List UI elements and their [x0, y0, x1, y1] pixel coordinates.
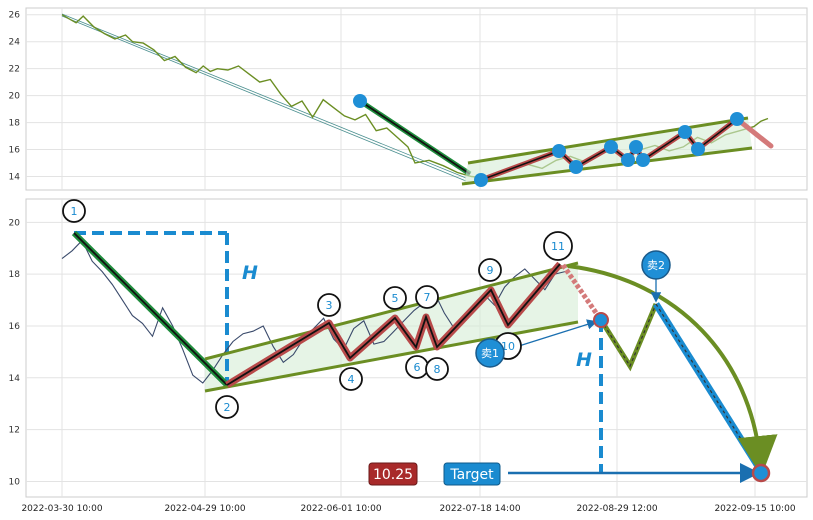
point-8-label: 8 [434, 363, 441, 376]
top-marker [629, 140, 643, 154]
bottom-y-axis: 10 12 14 16 18 20 [9, 218, 21, 487]
top-marker [569, 160, 583, 174]
top-marker [691, 142, 705, 156]
x-tick-label: 2022-08-29 12:00 [576, 504, 657, 514]
top-y-tick-label: 22 [9, 65, 20, 75]
x-tick-label: 2022-07-18 14:00 [439, 504, 520, 514]
point-1-circle [62, 199, 86, 223]
top-channel-upper [467, 116, 749, 165]
point-2-circle [215, 395, 239, 419]
price-badge [368, 462, 418, 486]
top-marker [552, 144, 566, 158]
top-panel-frame [25, 7, 808, 191]
top-y-tick-label: 20 [9, 92, 21, 102]
target-point [751, 463, 771, 483]
price-badge-text: 10.25 [373, 467, 413, 483]
point-9-circle [478, 258, 502, 282]
point-9-label: 9 [487, 264, 494, 277]
point-7-label: 7 [424, 291, 431, 304]
x-tick-label: 2022-06-01 10:00 [300, 504, 381, 514]
target-curve-arrow [567, 264, 778, 476]
top-y-axis: 14 16 18 20 22 24 26 [9, 11, 21, 183]
top-marker [621, 153, 635, 167]
top-y-tick-label: 18 [9, 119, 21, 129]
top-grid [26, 8, 807, 190]
point-3-label: 3 [326, 299, 333, 312]
top-wedge-line-upper [61, 13, 467, 179]
point-11-label: 11 [551, 240, 565, 253]
wave-point-labels: 1 2 3 4 5 6 7 8 9 10 11 [62, 199, 573, 419]
sell2-label: 卖2 [647, 259, 665, 272]
projection-to-sell1 [560, 263, 604, 322]
bottom-y-tick-label: 10 [9, 477, 21, 487]
bottom-y-tick-label: 16 [9, 322, 21, 332]
sell2-badge [641, 250, 671, 280]
bottom-y-tick-label: 18 [9, 270, 21, 280]
top-y-tick-label: 16 [9, 146, 21, 156]
bottom-x-axis: 2022-03-30 10:00 2022-04-29 10:00 2022-0… [21, 504, 795, 514]
point-5-label: 5 [392, 292, 399, 305]
point-6-label: 6 [414, 361, 421, 374]
sell1-badge [475, 338, 505, 368]
top-marker [636, 153, 650, 167]
projection-zigzag-core [600, 303, 657, 368]
top-y-tick-label: 24 [9, 38, 21, 48]
point-4-circle [339, 367, 363, 391]
top-marker [730, 112, 744, 126]
target-badge [443, 462, 501, 486]
point-8-circle [425, 357, 449, 381]
top-wedge-line-lower [61, 15, 467, 182]
x-tick-label: 2022-03-30 10:00 [21, 504, 102, 514]
bottom-y-tick-label: 14 [9, 374, 21, 384]
top-y-tick-label: 26 [9, 11, 21, 21]
height-label-right: H [576, 349, 592, 371]
height-label-left: H [242, 262, 258, 284]
target-badge-text: Target [449, 467, 494, 483]
bottom-y-tick-label: 20 [9, 218, 21, 228]
point-7-circle [415, 285, 439, 309]
top-decline-leg-core [359, 100, 471, 175]
point-3-circle [317, 293, 341, 317]
channel-upper-line [204, 261, 579, 361]
top-projection [734, 116, 774, 149]
point-10-label: 10 [501, 340, 515, 353]
wave-path-core [226, 263, 561, 386]
top-marker [474, 173, 488, 187]
sell1-label: 卖1 [481, 347, 499, 360]
point-5-circle [383, 286, 407, 310]
point-1-label: 1 [71, 205, 78, 218]
point-2-label: 2 [224, 401, 231, 414]
x-tick-label: 2022-04-29 10:00 [164, 504, 245, 514]
top-y-tick-label: 14 [9, 173, 21, 183]
decline-leg-core [73, 232, 228, 386]
top-marker [604, 140, 618, 154]
bottom-y-tick-label: 12 [9, 426, 20, 436]
top-marker-high [353, 94, 367, 108]
top-channel-lower [461, 146, 753, 186]
point-4-label: 4 [348, 373, 355, 386]
top-wave-path-core [480, 118, 738, 181]
top-wave-markers [353, 94, 744, 187]
top-marker [678, 125, 692, 139]
sell1-point [593, 312, 609, 328]
channel-lower-line [204, 320, 579, 393]
point-11-circle [543, 231, 573, 261]
x-tick-label: 2022-09-15 10:00 [714, 504, 795, 514]
